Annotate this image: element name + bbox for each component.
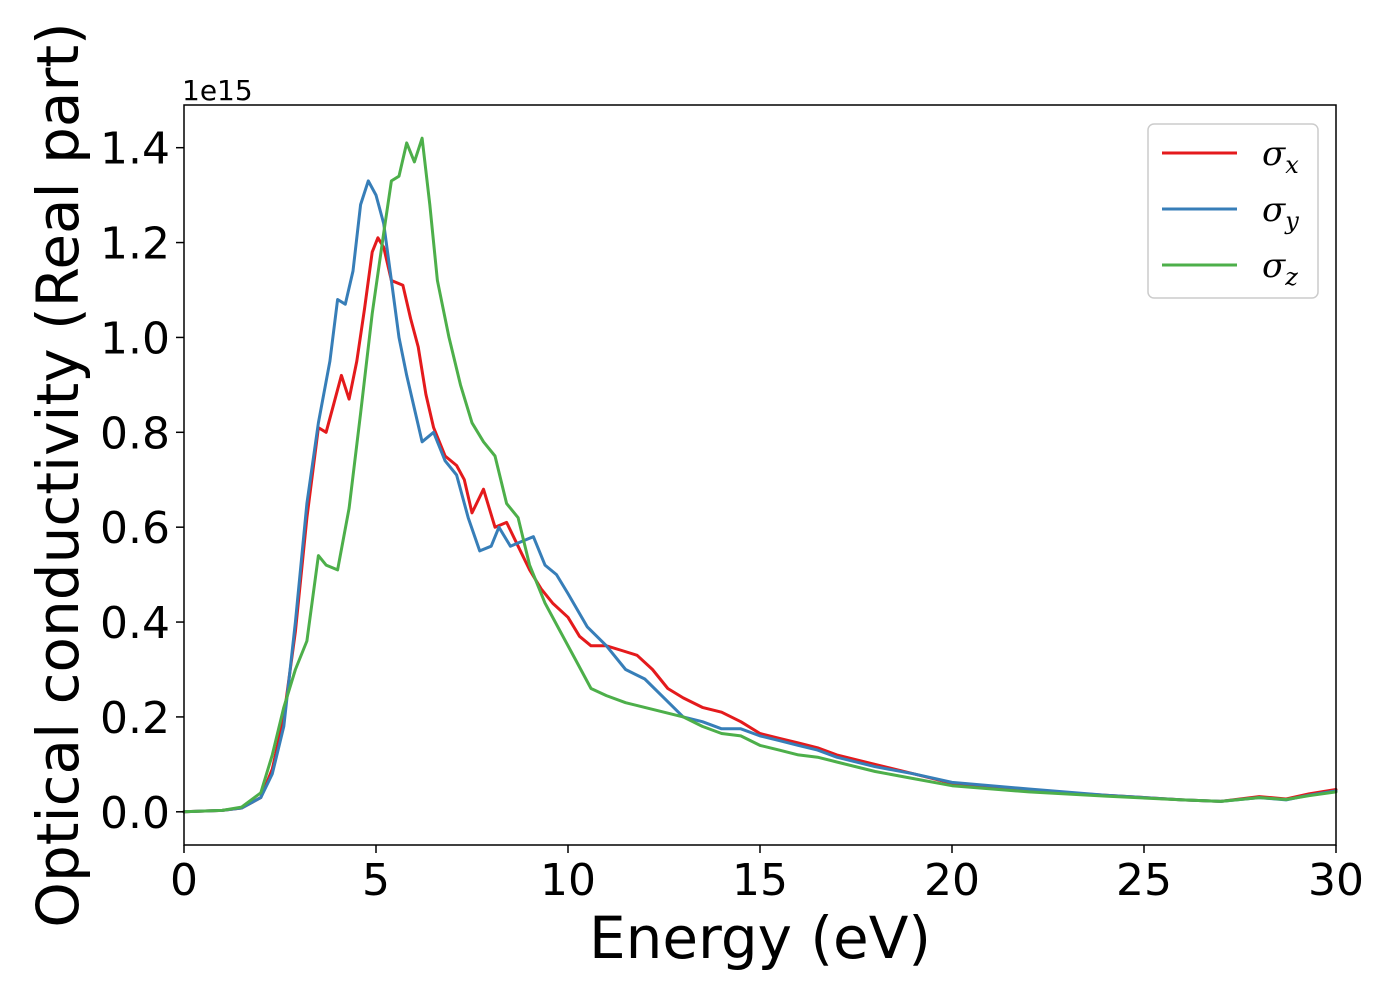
y-tick-label: 0.0 bbox=[100, 788, 170, 839]
x-axis-label: Energy (eV) bbox=[589, 904, 931, 972]
x-tick-label: 15 bbox=[732, 855, 788, 906]
plot-lines bbox=[182, 136, 1338, 814]
x-tick-label: 25 bbox=[1116, 855, 1172, 906]
y-tick-label: 1.0 bbox=[100, 313, 170, 364]
legend-label-x: σx bbox=[1262, 134, 1299, 179]
x-tick-label: 5 bbox=[362, 855, 390, 906]
legend-label-y: σy bbox=[1262, 190, 1299, 235]
y-tick-label: 1.2 bbox=[100, 219, 170, 270]
series-line-x bbox=[182, 236, 1338, 814]
legend-box bbox=[1147, 123, 1319, 299]
y-tick-label: 0.4 bbox=[100, 598, 170, 649]
y-tick-label: 0.6 bbox=[100, 503, 170, 554]
y-axis-label: Optical conductivity (Real part) bbox=[24, 22, 92, 927]
x-tick-label: 10 bbox=[540, 855, 596, 906]
legend: σx σy σz bbox=[1147, 123, 1319, 299]
y-tick-label: 0.2 bbox=[100, 693, 170, 744]
y-offset-label: 1e15 bbox=[182, 74, 253, 107]
y-tick-label: 1.4 bbox=[100, 124, 170, 175]
series-line-y bbox=[182, 179, 1338, 814]
x-tick-label: 0 bbox=[170, 855, 198, 906]
y-axis-ticks: 0.0 0.2 0.4 0.6 0.8 1.0 1.2 1.4 bbox=[100, 124, 184, 839]
x-tick-label: 30 bbox=[1308, 855, 1364, 906]
y-tick-label: 0.8 bbox=[100, 408, 170, 459]
x-tick-label: 20 bbox=[924, 855, 980, 906]
legend-label-z: σz bbox=[1262, 246, 1298, 291]
series-line-z bbox=[182, 136, 1338, 814]
x-axis-ticks: 0 5 10 15 20 25 30 bbox=[170, 845, 1364, 906]
